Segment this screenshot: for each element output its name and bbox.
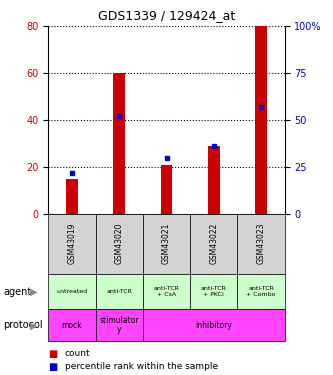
- Text: ▶: ▶: [30, 320, 37, 330]
- Text: percentile rank within the sample: percentile rank within the sample: [65, 362, 218, 371]
- Text: GSM43022: GSM43022: [209, 223, 218, 264]
- Text: anti-TCR
+ Combo: anti-TCR + Combo: [246, 286, 276, 297]
- Text: anti-TCR
+ PKCi: anti-TCR + PKCi: [201, 286, 227, 297]
- Text: GSM43019: GSM43019: [67, 223, 77, 264]
- Bar: [66, 178, 78, 214]
- Text: ■: ■: [48, 362, 58, 372]
- Text: untreated: untreated: [56, 289, 88, 294]
- Text: GDS1339 / 129424_at: GDS1339 / 129424_at: [98, 9, 235, 22]
- Text: protocol: protocol: [3, 320, 43, 330]
- Text: anti-TCR
+ CsA: anti-TCR + CsA: [154, 286, 179, 297]
- Bar: [161, 165, 172, 214]
- Text: ▶: ▶: [30, 286, 37, 297]
- Bar: [208, 146, 220, 214]
- Bar: [113, 73, 125, 214]
- Text: ■: ■: [48, 349, 58, 359]
- Text: GSM43020: GSM43020: [115, 223, 124, 264]
- Text: GSM43023: GSM43023: [256, 223, 266, 264]
- Text: anti-TCR: anti-TCR: [106, 289, 132, 294]
- Text: stimulator
y: stimulator y: [100, 316, 139, 334]
- Text: mock: mock: [62, 321, 82, 330]
- Text: agent: agent: [3, 286, 32, 297]
- Text: GSM43021: GSM43021: [162, 223, 171, 264]
- Bar: [255, 26, 267, 214]
- Text: count: count: [65, 350, 91, 358]
- Text: inhibitory: inhibitory: [195, 321, 232, 330]
